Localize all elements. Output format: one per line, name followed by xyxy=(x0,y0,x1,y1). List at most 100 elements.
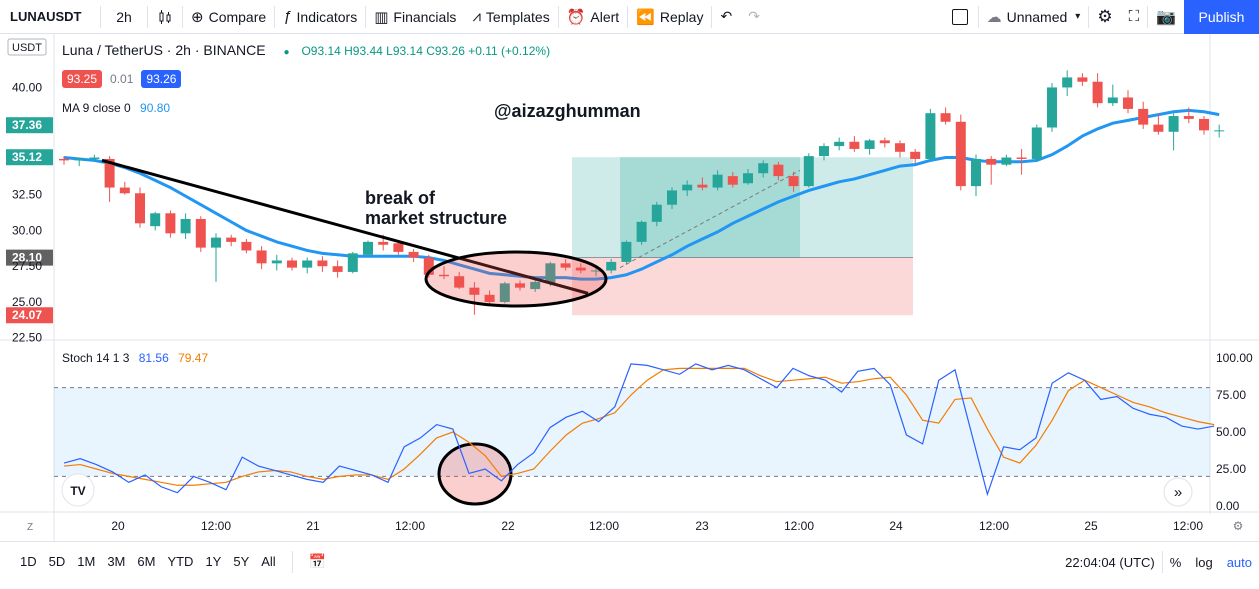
candle-down xyxy=(378,241,389,245)
candle-up xyxy=(667,190,677,205)
candle-down xyxy=(423,257,434,275)
candle-down xyxy=(849,141,860,149)
clock-time[interactable]: 22:04:04 (UTC) xyxy=(1065,554,1155,570)
fullscreen-button[interactable]: ⛶ xyxy=(1121,0,1148,34)
candle-down xyxy=(1123,97,1133,109)
candle-down xyxy=(788,176,799,187)
candle-down xyxy=(119,187,130,194)
toolbar-divider xyxy=(627,5,629,28)
currency-badge[interactable] xyxy=(7,38,47,56)
candle-up xyxy=(89,157,100,159)
long-position-stop-zone[interactable] xyxy=(572,257,913,316)
undo-button[interactable]: ↶ xyxy=(712,0,740,34)
range-6m[interactable]: 6M xyxy=(137,554,156,569)
ma-value: 90.80 xyxy=(140,101,171,115)
range-3m[interactable]: 3M xyxy=(107,554,126,569)
toolbar-divider xyxy=(100,5,101,28)
stoch-highlight-ellipse[interactable] xyxy=(437,442,513,506)
ma-line xyxy=(63,108,1220,281)
time-tick: 22 xyxy=(501,519,515,533)
stoch-band xyxy=(54,387,1210,477)
chevron-down-icon: ▾ xyxy=(1075,11,1081,22)
candle-down xyxy=(104,158,115,188)
range-1m[interactable]: 1M xyxy=(77,554,96,569)
time-tick: 12:00 xyxy=(979,519,1009,533)
axis-settings-icon: ⚙ xyxy=(1233,519,1244,533)
trendline[interactable] xyxy=(101,158,589,295)
candles-icon xyxy=(159,9,171,24)
stoch-tick: 0.00 xyxy=(1216,499,1240,513)
price-tag-label: 28.10 xyxy=(12,251,42,265)
candle-up xyxy=(150,213,161,227)
compare-button[interactable]: ⊕ Compare xyxy=(183,0,274,34)
range-ytd[interactable]: YTD xyxy=(167,554,194,569)
candle-up xyxy=(347,253,358,272)
snapshot-button[interactable]: 📷 xyxy=(1148,0,1184,34)
stoch-tick: 75.00 xyxy=(1216,388,1246,402)
candle-down xyxy=(986,158,997,165)
replay-label: Replay xyxy=(659,8,704,25)
range-5y[interactable]: 5Y xyxy=(233,554,250,569)
bid-price[interactable]: 93.25 xyxy=(62,70,103,88)
price-tag-label: 35.12 xyxy=(12,150,42,164)
symbol-search[interactable]: LUNAUSDT xyxy=(10,9,82,24)
scroll-to-realtime-button[interactable] xyxy=(1163,477,1193,507)
toolbar-divider xyxy=(274,5,276,28)
position-path-line xyxy=(619,169,801,269)
stoch-tick: 25.00 xyxy=(1216,462,1246,476)
alert-button[interactable]: ⏰ Alert xyxy=(559,0,627,34)
toolbar-divider xyxy=(557,5,559,28)
bms-highlight-ellipse[interactable] xyxy=(424,250,608,308)
cloud-icon: ☁ xyxy=(986,8,1002,26)
date-range-button[interactable]: 📅 xyxy=(303,553,332,570)
time-tick: 12:00 xyxy=(784,519,814,533)
candle-up xyxy=(971,158,981,187)
top-toolbar: LUNAUSDT 2h ⊕ Compare ƒ Indicators ▥ Financ… xyxy=(0,0,1259,34)
long-position-filled-zone xyxy=(620,157,800,258)
plus-circle-icon: ⊕ xyxy=(191,8,204,26)
indicators-button[interactable]: ƒ Indicators xyxy=(275,0,365,34)
auto-toggle[interactable]: auto xyxy=(1226,554,1252,570)
candle-up xyxy=(499,283,510,302)
watermark-text: @aizazghumman xyxy=(494,101,641,121)
candle-down xyxy=(241,241,252,251)
percent-toggle[interactable]: % xyxy=(1169,554,1182,570)
candle-down xyxy=(1199,118,1209,131)
layout-name-button[interactable]: ☁ Unnamed ▾ xyxy=(979,0,1089,34)
publish-button[interactable]: Publish xyxy=(1184,0,1259,34)
long-position-target-zone[interactable] xyxy=(572,157,913,258)
ask-price[interactable]: 93.26 xyxy=(141,70,182,88)
range-1y[interactable]: 1Y xyxy=(205,554,222,569)
candle-down xyxy=(910,151,921,159)
financials-button[interactable]: ▥ Financials xyxy=(366,0,464,34)
candle-down xyxy=(408,251,419,258)
price-tag xyxy=(6,149,53,166)
undo-icon: ↶ xyxy=(720,8,733,24)
range-1d[interactable]: 1D xyxy=(20,554,37,569)
interval-button[interactable]: 2h xyxy=(116,8,132,25)
stoch-tick: 50.00 xyxy=(1216,425,1246,439)
log-toggle[interactable]: log xyxy=(1195,554,1213,570)
candle-down xyxy=(1153,124,1164,132)
price-tag xyxy=(6,307,53,324)
tv-logo-badge xyxy=(61,473,95,507)
price-tick: 32.50 xyxy=(12,188,42,202)
redo-button[interactable]: ↷ xyxy=(740,0,768,34)
candle-down xyxy=(135,193,145,224)
range-all[interactable]: All xyxy=(261,554,276,569)
fullscreen-layout-button[interactable] xyxy=(942,0,978,34)
settings-button[interactable]: ⚙ xyxy=(1089,0,1120,34)
candle-up xyxy=(530,281,541,290)
bottom-toolbar: 1D 5D 1M 3M 6M YTD 1Y 5Y All 📅 22:04:04 (UTC) % … xyxy=(0,541,1259,581)
templates-button[interactable]: ⩘ Templates xyxy=(464,0,557,34)
rewind-icon: ⏪ xyxy=(636,8,655,26)
candle-down xyxy=(879,140,890,144)
bar-chart-icon: ▥ xyxy=(374,8,389,26)
candle-down xyxy=(575,267,586,271)
candle-up xyxy=(758,163,769,174)
bar-style-button[interactable] xyxy=(148,0,182,34)
replay-button[interactable]: ⏪ Replay xyxy=(628,0,711,34)
range-5d[interactable]: 5D xyxy=(48,554,66,569)
